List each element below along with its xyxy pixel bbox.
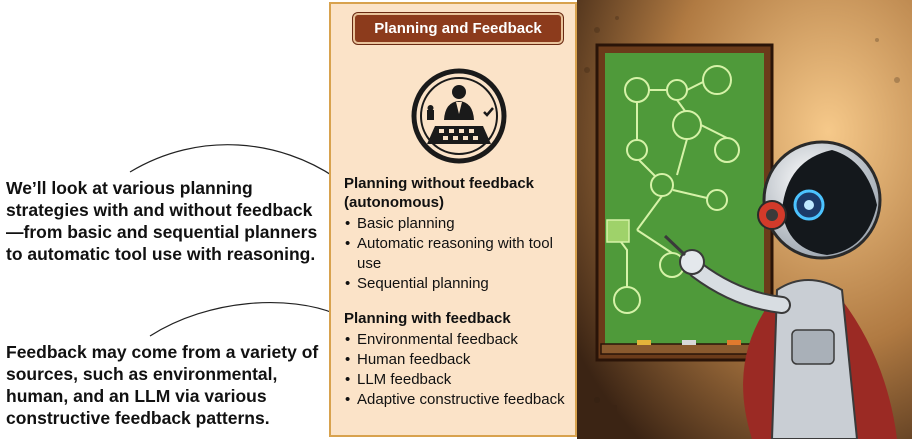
chess-planner-icon — [411, 68, 507, 164]
list-planning-with-feedback: Environmental feedback Human feedback LL… — [345, 330, 573, 410]
annotation-feedback-sources: Feedback may come from a variety of sour… — [6, 342, 319, 428]
chalk-diagram — [611, 65, 740, 314]
heading-planning-with-feedback: Planning with feedback — [344, 310, 511, 327]
robot-at-chalkboard-illustration — [577, 0, 912, 439]
list-item: Adaptive constructive feedback — [345, 390, 573, 410]
panel-title: Planning and Feedback — [353, 13, 563, 44]
heading-planning-without-feedback: Planning without feedback (autonomous) — [344, 175, 535, 211]
arrow-to-with-feedback — [149, 301, 337, 337]
list-item: Human feedback — [345, 350, 573, 370]
list-item: Sequential planning — [345, 274, 573, 294]
list-item: Environmental feedback — [345, 330, 573, 350]
arrow-to-without-feedback — [129, 144, 337, 179]
list-planning-without-feedback: Basic planning Automatic reasoning with … — [345, 214, 573, 294]
annotation-planning-strategies: We’ll look at various planning strategie… — [6, 178, 318, 264]
planning-feedback-panel: Planning and Feedback Planning without f… — [329, 2, 577, 437]
list-item: Basic planning — [345, 214, 573, 234]
list-item: LLM feedback — [345, 370, 573, 390]
chalk-ledge — [600, 343, 770, 355]
list-item: Automatic reasoning with tool use — [345, 234, 573, 274]
